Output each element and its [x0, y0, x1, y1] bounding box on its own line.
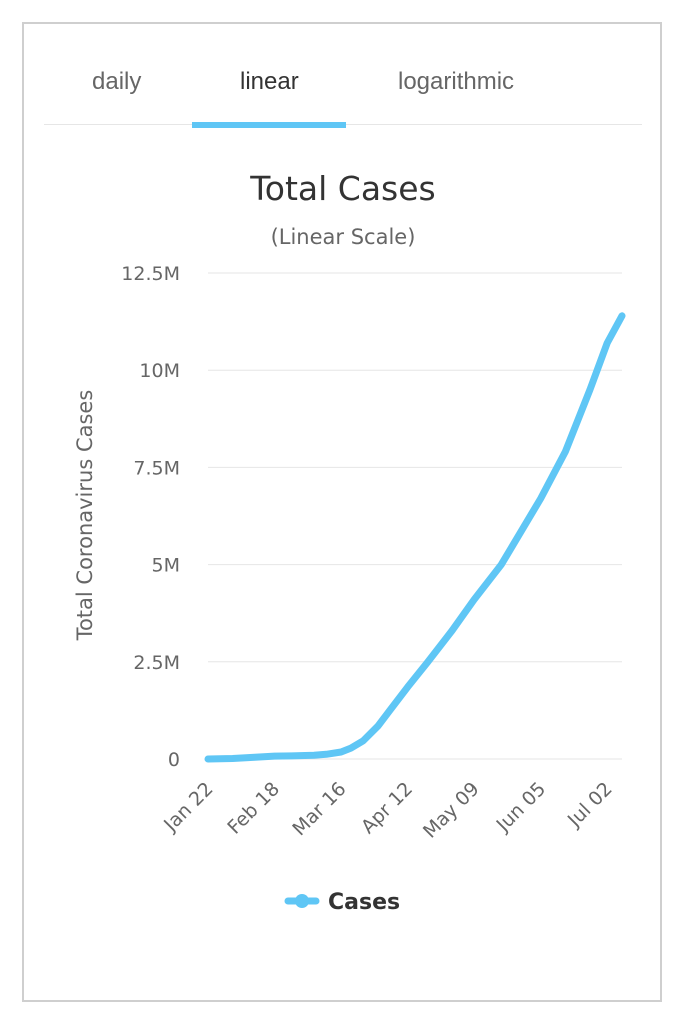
y-axis-title: Total Coronavirus Cases	[73, 390, 97, 642]
y-tick-label: 10M	[139, 360, 180, 382]
grid-lines	[208, 272, 622, 760]
legend-label-cases[interactable]: Cases	[328, 890, 400, 915]
y-tick-label: 5M	[152, 555, 180, 577]
x-tick-label: Jan 22	[159, 778, 217, 836]
y-axis-ticks: 0 2.5M 5M 7.5M 10M 12.5M	[121, 263, 180, 771]
tab-daily[interactable]: daily	[92, 68, 142, 95]
legend-marker-icon	[295, 894, 309, 908]
x-tick-label: Feb 18	[223, 778, 284, 839]
x-axis-ticks: Jan 22 Feb 18 Mar 16 Apr 12 May 09 Jun 05 Jul …	[159, 778, 617, 843]
x-tick-label: Jul 02	[563, 778, 617, 832]
x-tick-label: Apr 12	[357, 778, 417, 838]
chart-title: Total Cases	[249, 169, 436, 208]
tab-linear[interactable]: linear	[240, 68, 299, 95]
tab-logarithmic[interactable]: logarithmic	[398, 68, 515, 95]
chart-subtitle: (Linear Scale)	[271, 225, 416, 249]
x-tick-label: Mar 16	[288, 778, 350, 840]
x-tick-label: May 09	[419, 778, 484, 843]
y-tick-label: 2.5M	[133, 652, 180, 674]
x-tick-label: Jun 05	[492, 778, 551, 837]
active-tab-indicator	[192, 122, 346, 128]
y-tick-label: 0	[168, 749, 180, 771]
y-tick-label: 7.5M	[133, 457, 180, 479]
legend[interactable]: Cases	[284, 890, 400, 915]
chart-card: daily linear logarithmic	[22, 22, 662, 1002]
y-tick-label: 12.5M	[121, 263, 180, 285]
series-line-cases	[204, 312, 626, 763]
